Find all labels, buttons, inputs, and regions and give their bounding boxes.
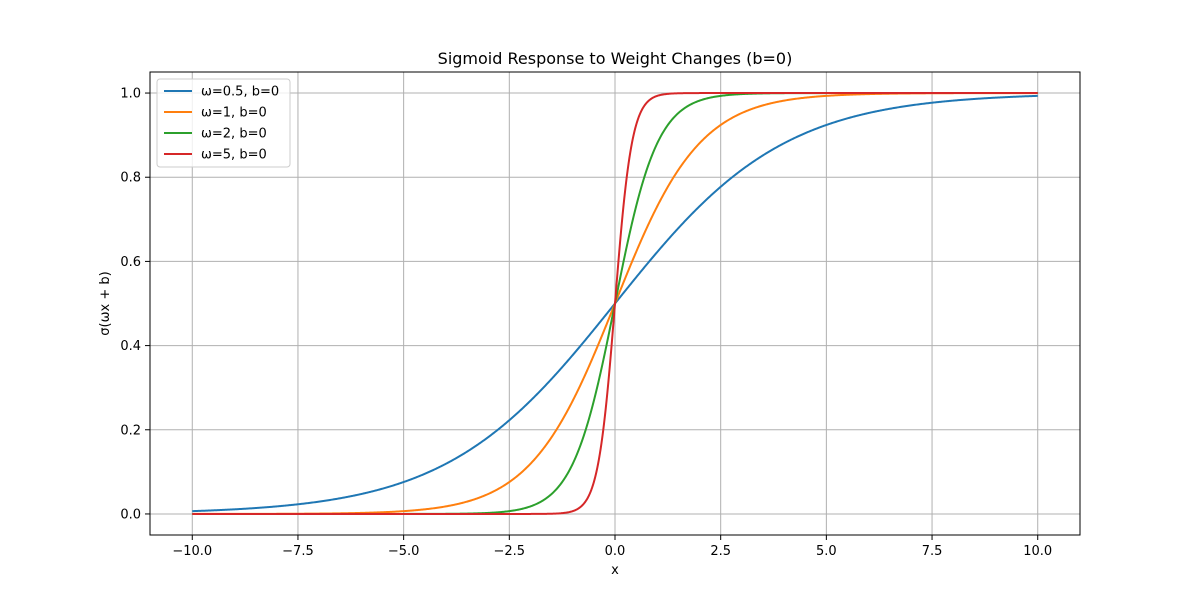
grid-lines	[150, 72, 1080, 535]
legend-box	[156, 78, 291, 168]
x-tick-label: −7.5	[282, 544, 314, 559]
chart-title: Sigmoid Response to Weight Changes (b=0)	[438, 49, 793, 68]
legend-label: ω=5, b=0	[201, 148, 267, 163]
y-tick-label: 0.8	[120, 171, 141, 186]
y-tick-label: 1.0	[120, 87, 141, 102]
y-tick-label: 0.4	[120, 339, 141, 354]
x-axis-ticks: −10.0 −7.5 −5.0 −2.5 0.0 2.5 5.0 7.5 10.0	[172, 535, 1052, 559]
x-tick-label: 5.0	[816, 544, 837, 559]
x-tick-label: 10.0	[1023, 544, 1052, 559]
y-tick-label: 0.0	[120, 507, 141, 522]
series-lines	[192, 92, 1038, 515]
x-tick-label: 7.5	[922, 544, 943, 559]
y-axis-label: σ(ωx + b)	[98, 271, 113, 335]
series-line-4	[192, 92, 1038, 515]
legend-label: ω=1, b=0	[201, 106, 267, 121]
x-axis-label: x	[611, 563, 619, 578]
y-tick-label: 0.2	[120, 423, 141, 438]
x-tick-label: −5.0	[388, 544, 420, 559]
x-tick-label: 0.0	[605, 544, 626, 559]
x-tick-label: −2.5	[494, 544, 526, 559]
y-axis-ticks: 0.0 0.2 0.4 0.6 0.8 1.0	[120, 87, 150, 522]
legend-items: ω=0.5, b=0 ω=1, b=0 ω=2, b=0 ω=5, b=0	[164, 85, 279, 163]
legend-label: ω=0.5, b=0	[201, 85, 279, 100]
legend: ω=0.5, b=0 ω=1, b=0 ω=2, b=0 ω=5, b=0	[156, 78, 291, 168]
legend-label: ω=2, b=0	[201, 127, 267, 142]
x-tick-label: −10.0	[172, 544, 212, 559]
x-tick-label: 2.5	[710, 544, 731, 559]
y-tick-label: 0.6	[120, 255, 141, 270]
